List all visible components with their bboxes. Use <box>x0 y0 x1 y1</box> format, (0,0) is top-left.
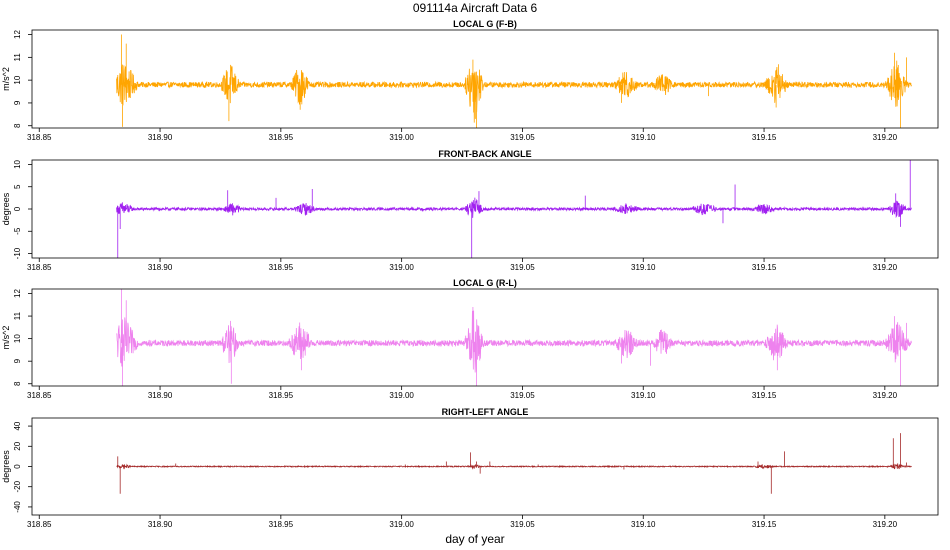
x-tick-label: 319.00 <box>389 263 414 272</box>
y-tick-label: 40 <box>13 421 22 430</box>
x-tick-label: 319.05 <box>510 520 535 529</box>
panel-right-left-angle: RIGHT-LEFT ANGLE degrees 318.85 318.90 318.9… <box>1 407 939 529</box>
x-tick-label: 318.95 <box>269 133 294 142</box>
x-tick-label: 319.20 <box>873 391 898 400</box>
y-tick-label: 9 <box>13 358 22 363</box>
y-tick-label: 0 <box>13 206 22 211</box>
x-tick-label: 319.20 <box>873 133 898 142</box>
x-tick-label: 318.85 <box>27 133 52 142</box>
x-tick-label: 319.05 <box>510 133 535 142</box>
x-tick-label: 319.15 <box>752 133 777 142</box>
y-axis-label: degrees <box>1 192 11 225</box>
panel-title: LOCAL G (F-B) <box>453 19 517 29</box>
x-tick-label: 319.20 <box>873 263 898 272</box>
y-tick-label: 12 <box>13 289 22 298</box>
y-axis-label: degrees <box>1 450 11 483</box>
x-tick-label: 318.90 <box>148 133 173 142</box>
x-tick-label: 318.90 <box>148 520 173 529</box>
plot-frame <box>31 288 939 387</box>
y-tick-label: 20 <box>13 441 22 450</box>
x-tick-label: 319.15 <box>752 391 777 400</box>
y-tick-label: 0 <box>13 464 22 469</box>
panel-front-back-angle: FRONT-BACK ANGLE degrees 318.85 318.90 318.9… <box>1 149 939 272</box>
x-tick-label: 318.95 <box>269 520 294 529</box>
panel-local-g-fb: LOCAL G (F-B) m/s^2 318.85 318.90 318.95 319.… <box>1 19 939 142</box>
y-tick-label: 9 <box>13 100 22 105</box>
y-tick-label: 10 <box>13 334 22 343</box>
y-tick-label: 8 <box>13 381 22 386</box>
x-tick-label: 319.20 <box>873 520 898 529</box>
x-tick-label: 319.10 <box>631 263 656 272</box>
plot-frame <box>31 29 939 129</box>
y-tick-label: -10 <box>13 247 22 259</box>
series-line <box>116 433 912 494</box>
x-tick-label: 319.15 <box>752 263 777 272</box>
y-tick-label: 12 <box>13 30 22 39</box>
y-axis-label: m/s^2 <box>1 326 11 350</box>
x-tick-label: 318.85 <box>27 520 52 529</box>
y-tick-label: 11 <box>13 311 22 320</box>
panel-title: LOCAL G (R-L) <box>453 278 517 288</box>
x-tick-label: 318.95 <box>269 263 294 272</box>
panel-local-g-rl: LOCAL G (R-L) m/s^2 318.85 318.90 318.95 319.… <box>1 278 939 400</box>
y-tick-label: 8 <box>13 123 22 128</box>
y-tick-label: 10 <box>13 159 22 168</box>
x-tick-label: 319.10 <box>631 520 656 529</box>
y-tick-label: -20 <box>13 480 22 492</box>
panel-title: FRONT-BACK ANGLE <box>438 149 531 159</box>
x-tick-label: 318.90 <box>148 391 173 400</box>
series-line <box>116 289 912 386</box>
x-tick-label: 318.95 <box>269 391 294 400</box>
y-tick-label: 11 <box>13 53 22 62</box>
x-tick-label: 318.85 <box>27 263 52 272</box>
y-tick-label: -5 <box>13 227 22 235</box>
x-tick-label: 319.00 <box>389 391 414 400</box>
x-tick-label: 319.05 <box>510 391 535 400</box>
series-line <box>116 160 912 258</box>
series-line <box>116 34 912 128</box>
x-tick-label: 319.05 <box>510 263 535 272</box>
x-tick-label: 319.00 <box>389 520 414 529</box>
panel-title: RIGHT-LEFT ANGLE <box>442 407 529 417</box>
x-tick-label: 319.10 <box>631 391 656 400</box>
x-tick-label: 318.90 <box>148 263 173 272</box>
x-tick-label: 318.85 <box>27 391 52 400</box>
y-tick-label: 10 <box>13 75 22 84</box>
y-axis-label: m/s^2 <box>1 67 11 91</box>
x-tick-label: 319.10 <box>631 133 656 142</box>
x-tick-label: 319.15 <box>752 520 777 529</box>
y-tick-label: -40 <box>13 501 22 513</box>
x-axis-label: day of year <box>445 532 504 546</box>
x-tick-label: 319.00 <box>389 133 414 142</box>
y-tick-label: 5 <box>13 184 22 189</box>
figure-title: 091114a Aircraft Data 6 <box>413 1 538 15</box>
